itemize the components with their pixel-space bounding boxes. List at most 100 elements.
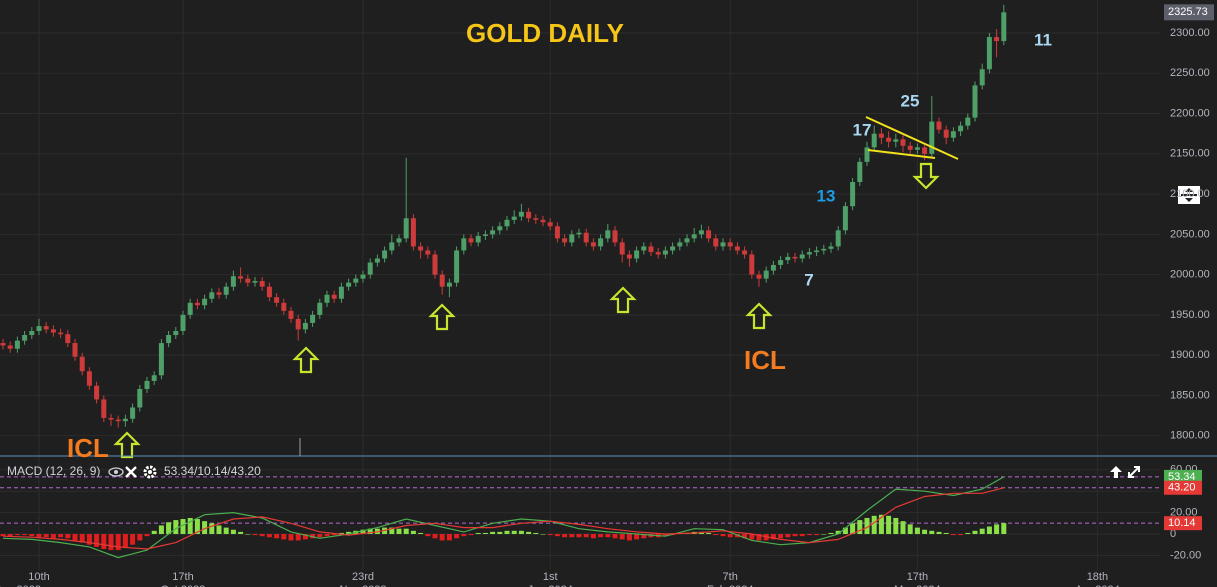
y-tick-label: 2250.00 <box>1170 67 1210 79</box>
candle-body <box>734 246 740 251</box>
candle-body <box>461 238 467 251</box>
histogram-bar <box>893 517 899 535</box>
value-tag <box>1164 469 1202 484</box>
histogram-bar <box>238 531 244 535</box>
candle-body <box>893 139 899 142</box>
candle-body <box>403 218 409 239</box>
histogram-bar <box>65 534 71 539</box>
candle-body <box>504 219 510 227</box>
candle-body <box>108 417 114 420</box>
histogram-bar <box>29 534 35 537</box>
y-tick-label: 1800.00 <box>1170 430 1210 442</box>
trendline <box>865 116 959 160</box>
candle-body <box>972 85 978 118</box>
candle-body <box>281 302 287 311</box>
histogram-bar <box>936 531 942 535</box>
candle-body <box>194 302 200 306</box>
mark-layer <box>0 4 1007 559</box>
histogram-bar <box>58 534 64 538</box>
candle-body <box>58 332 64 335</box>
histogram-bar <box>619 534 625 540</box>
histogram-bar <box>446 534 452 541</box>
histogram-bar <box>641 534 647 539</box>
arrow <box>113 431 141 459</box>
y-tick-label: 2200.00 <box>1170 107 1210 119</box>
candle-body <box>576 232 582 235</box>
histogram-bar <box>403 528 409 535</box>
candle-body <box>137 388 143 408</box>
y-tick-label: 0 <box>1170 528 1176 540</box>
candle-body <box>799 254 805 259</box>
histogram-bar <box>130 534 136 545</box>
histogram-bar <box>158 525 164 535</box>
histogram-bar <box>137 534 143 541</box>
candle-body <box>958 125 964 132</box>
candle-body <box>65 334 71 344</box>
candle-body <box>101 399 107 418</box>
histogram-bar <box>713 534 719 536</box>
remove-icon[interactable] <box>125 466 137 478</box>
candle-body <box>151 375 157 381</box>
candle-body <box>367 262 373 275</box>
histogram-bar <box>850 523 856 535</box>
scale-icon[interactable] <box>1178 186 1200 204</box>
candle-body <box>511 216 517 220</box>
histogram-bar <box>806 534 812 536</box>
x-month-label: Oct 2023 <box>161 584 206 587</box>
histogram-bar <box>439 534 445 541</box>
y-tick-label: 2100.00 <box>1170 188 1210 200</box>
candle-body <box>14 340 20 349</box>
settings-icon[interactable] <box>143 465 157 479</box>
candle-body <box>763 270 769 279</box>
histogram-bar <box>778 534 784 539</box>
histogram-bar <box>209 523 215 535</box>
histogram-bar <box>79 534 85 543</box>
histogram-bar <box>626 534 632 541</box>
histogram-bar <box>871 515 877 535</box>
candle-body <box>785 256 791 261</box>
chart-title: GOLD DAILY <box>466 18 624 48</box>
histogram-bar <box>0 534 6 537</box>
candle-body <box>727 242 733 247</box>
maximize-icon[interactable] <box>1128 466 1140 478</box>
eye-icon[interactable] <box>108 467 124 477</box>
histogram-bar <box>367 528 373 535</box>
histogram-bar <box>295 534 301 541</box>
histogram-bar <box>540 534 546 535</box>
histogram-bar <box>346 531 352 535</box>
candle-body <box>907 145 913 150</box>
candle-body <box>446 282 452 287</box>
candle-body <box>518 211 524 217</box>
x-month-label: Mar 2024 <box>894 584 940 587</box>
value-tag-label: 53.34 <box>1168 471 1196 483</box>
histogram-bar <box>108 534 114 551</box>
move-up-icon[interactable] <box>1110 466 1122 478</box>
histogram-bar <box>22 534 28 536</box>
histogram-bar <box>288 534 294 541</box>
histogram-bar <box>914 527 920 535</box>
histogram-bar <box>590 534 596 539</box>
annotation: ICL <box>67 433 109 463</box>
histogram-bar <box>461 534 467 537</box>
candle-body <box>43 326 49 330</box>
histogram-bar <box>662 534 668 537</box>
candle-body <box>641 246 647 251</box>
candle-body <box>468 238 474 243</box>
histogram-bar <box>454 534 460 539</box>
candle-body <box>626 254 632 259</box>
indicator-line <box>2 487 1004 550</box>
candle-body <box>886 137 892 142</box>
histogram-bar <box>907 524 913 535</box>
histogram-bar <box>72 534 78 541</box>
candle-body <box>698 230 704 235</box>
x-tick-label: 1st <box>543 571 558 583</box>
histogram-bar <box>482 532 488 535</box>
candle-body <box>583 232 589 243</box>
histogram-bar <box>338 532 344 535</box>
candle-body <box>533 218 539 220</box>
x-month-label: Nov 2023 <box>339 584 386 587</box>
candle-body <box>662 250 668 255</box>
candle-body <box>598 238 604 247</box>
